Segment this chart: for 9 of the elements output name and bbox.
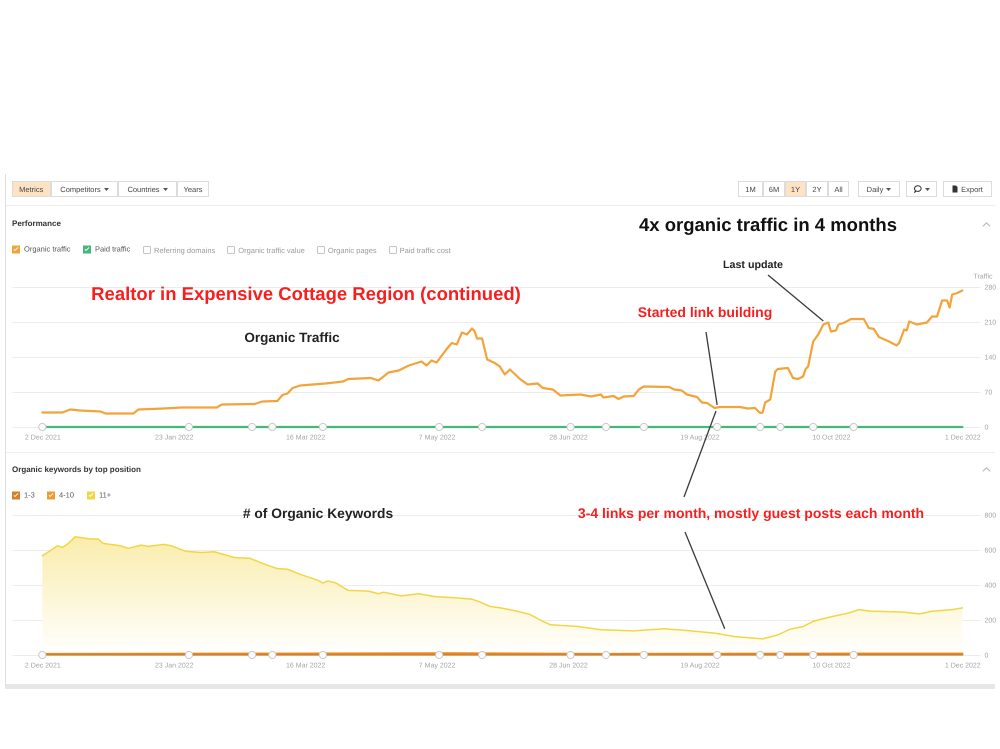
chart-title: Performance <box>12 219 62 228</box>
annotation: Realtor in Expensive Cottage Region (continued) <box>91 283 521 304</box>
annotation: Organic Traffic <box>244 330 340 345</box>
annotation: Last update <box>723 259 784 271</box>
annotation: Started link building <box>638 304 772 320</box>
chart-title: Organic keywords by top position <box>12 465 142 474</box>
annotation: # of Organic Keywords <box>242 506 394 521</box>
annotation: 3-4 links per month, mostly guest posts each month <box>578 505 924 521</box>
text: 4x organic traffic in 4 months <box>638 214 898 235</box>
